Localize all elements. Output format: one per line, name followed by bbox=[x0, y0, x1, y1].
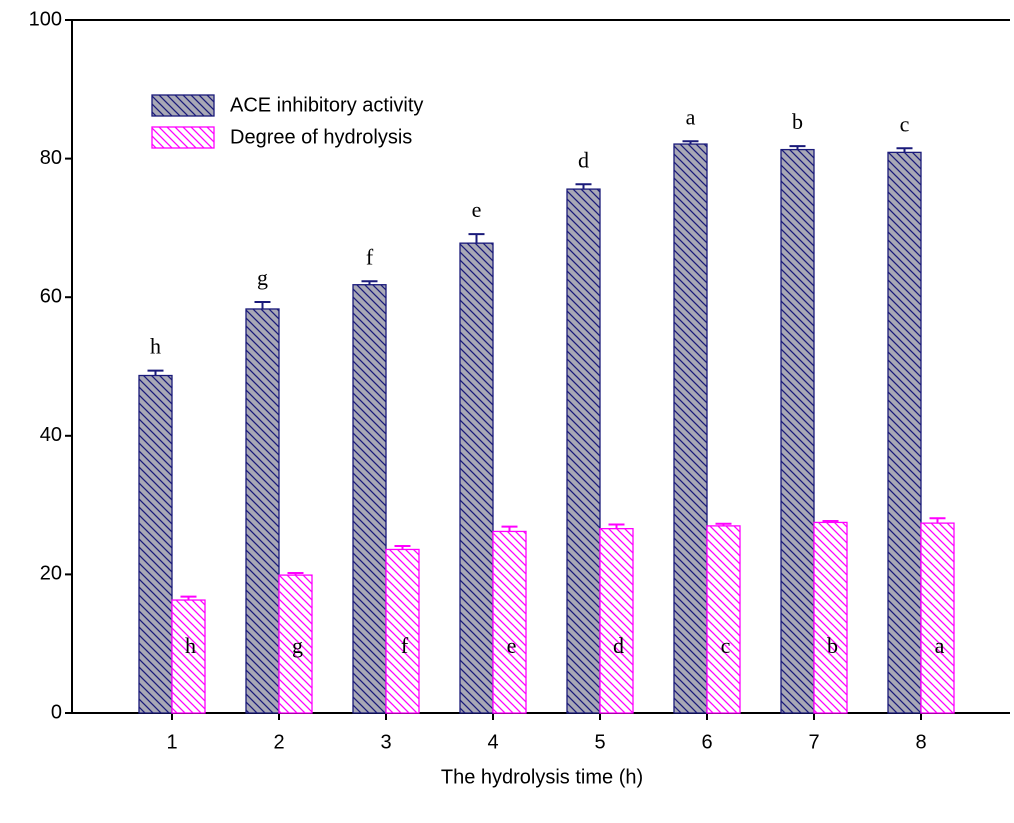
y-tick-label: 40 bbox=[40, 424, 62, 446]
significance-letter: a bbox=[686, 104, 696, 129]
significance-letter: d bbox=[613, 633, 624, 658]
y-tick-label: 20 bbox=[40, 563, 62, 585]
x-tick-label: 5 bbox=[594, 731, 605, 753]
bar bbox=[813, 521, 848, 714]
bar bbox=[780, 148, 815, 714]
bar bbox=[352, 284, 387, 714]
error-bar bbox=[147, 369, 164, 376]
significance-letter: b bbox=[827, 633, 838, 658]
significance-letter: a bbox=[935, 633, 945, 658]
error-bar bbox=[608, 523, 625, 529]
y-tick-label: 80 bbox=[40, 147, 62, 169]
bar bbox=[138, 374, 173, 714]
significance-letter: f bbox=[401, 633, 409, 658]
error-bar bbox=[287, 572, 304, 576]
x-tick-label: 8 bbox=[915, 731, 926, 753]
legend-label: Degree of hydrolysis bbox=[230, 126, 412, 148]
error-bar bbox=[468, 233, 485, 244]
bar bbox=[599, 528, 634, 714]
x-tick-label: 7 bbox=[808, 731, 819, 753]
error-bar bbox=[180, 595, 197, 601]
error-bar bbox=[929, 517, 946, 524]
legend-label: ACE inhibitory activity bbox=[230, 94, 423, 116]
bar bbox=[920, 522, 955, 714]
significance-letter: c bbox=[721, 633, 731, 658]
bar bbox=[492, 530, 527, 714]
significance-letter: e bbox=[472, 197, 482, 222]
significance-letter: h bbox=[150, 334, 161, 359]
significance-letter: d bbox=[578, 147, 589, 172]
bar bbox=[673, 143, 708, 714]
bar bbox=[278, 574, 313, 714]
x-tick-label: 1 bbox=[166, 731, 177, 753]
error-bar bbox=[789, 145, 806, 150]
error-bar bbox=[361, 280, 378, 285]
x-tick-label: 6 bbox=[701, 731, 712, 753]
y-tick-label: 0 bbox=[51, 701, 62, 723]
bar bbox=[566, 188, 601, 714]
bar bbox=[459, 242, 494, 714]
error-bar bbox=[896, 147, 913, 153]
x-tick-label: 4 bbox=[487, 731, 498, 753]
legend-swatch bbox=[151, 126, 215, 149]
error-bar bbox=[822, 520, 839, 523]
x-tick-label: 3 bbox=[380, 731, 391, 753]
error-bar bbox=[394, 544, 411, 550]
error-bar bbox=[682, 140, 699, 145]
y-tick-label: 100 bbox=[29, 8, 62, 30]
y-tick-label: 60 bbox=[40, 285, 62, 307]
x-axis-label: The hydrolysis time (h) bbox=[441, 766, 643, 788]
legend-swatch bbox=[151, 94, 215, 117]
error-bar bbox=[501, 525, 518, 532]
significance-letter: g bbox=[257, 265, 268, 290]
significance-letter: g bbox=[292, 633, 303, 658]
significance-letter: e bbox=[507, 633, 517, 658]
significance-letter: f bbox=[366, 244, 374, 269]
significance-letter: b bbox=[792, 109, 803, 134]
x-tick-label: 2 bbox=[273, 731, 284, 753]
bar bbox=[385, 548, 420, 714]
significance-letter: c bbox=[900, 111, 910, 136]
bar bbox=[706, 525, 741, 714]
significance-letter: h bbox=[185, 633, 196, 658]
error-bar bbox=[575, 183, 592, 190]
error-bar bbox=[715, 522, 732, 526]
error-bar bbox=[254, 301, 271, 309]
bar bbox=[245, 308, 280, 714]
bar bbox=[887, 151, 922, 714]
